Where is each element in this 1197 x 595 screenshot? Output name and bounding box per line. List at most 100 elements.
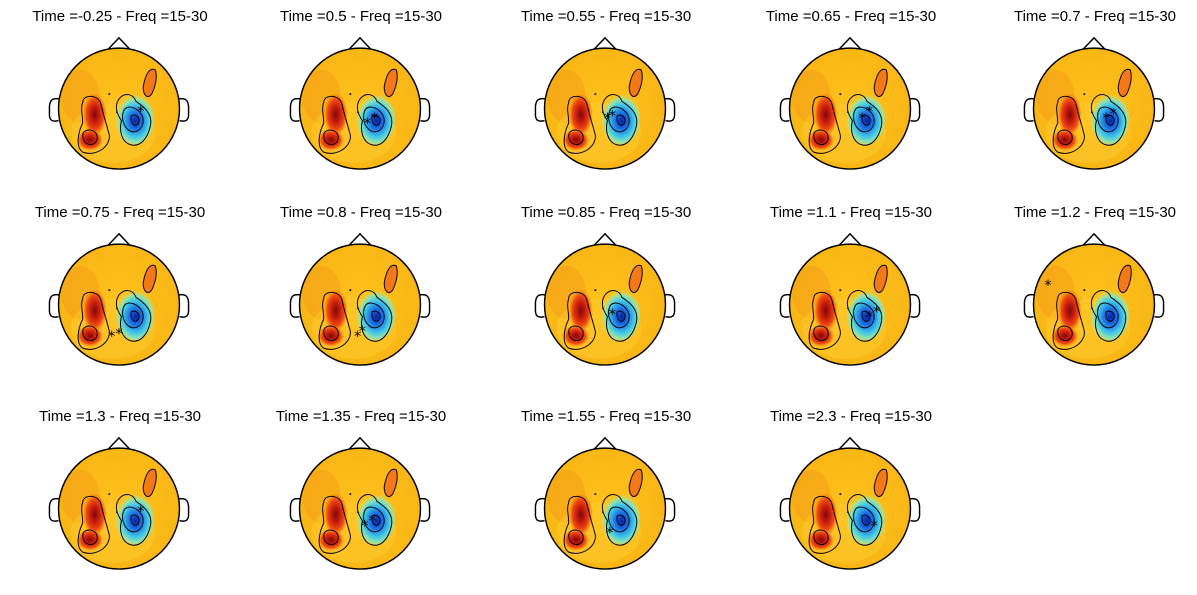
- left-ear: [534, 293, 546, 318]
- electrode-markers: **: [858, 104, 873, 127]
- frontal-spot: [873, 68, 888, 97]
- left-ear: [779, 293, 791, 318]
- red-contour: [808, 495, 841, 554]
- electrode-marker: *: [115, 326, 122, 342]
- panel-title: Time =2.3 - Freq =15-30: [769, 408, 933, 425]
- electrode-markers: **: [108, 326, 123, 344]
- blue-contour-outer: [115, 494, 152, 546]
- electrode-markers: *: [871, 518, 878, 534]
- nose: [838, 36, 862, 50]
- electrode-marker: *: [364, 116, 371, 132]
- electrode-markers: *: [606, 526, 613, 542]
- panel-title: Time =1.2 - Freq =15-30: [1013, 204, 1177, 221]
- head-outline: [543, 243, 667, 366]
- panel-title: Time =0.55 - Freq =15-30: [520, 8, 692, 25]
- electrode-marker: *: [866, 310, 873, 326]
- topoplot-panel: Time =0.65 - Freq =15-30: [731, 0, 971, 195]
- red-contour: [318, 291, 351, 350]
- blue-contour-outer: [356, 94, 393, 146]
- head-map: **: [779, 232, 921, 366]
- left-ear: [534, 497, 546, 522]
- red-contour: [808, 291, 841, 350]
- left-ear: [289, 97, 301, 122]
- blue-contour-outer: [356, 494, 393, 546]
- electrode-marker: *: [1110, 106, 1117, 122]
- left-ear: [289, 293, 301, 318]
- right-ear: [909, 497, 921, 522]
- nose: [107, 232, 131, 246]
- right-ear: [419, 293, 431, 318]
- head-outline: [57, 47, 181, 170]
- head-outline: [1032, 47, 1156, 170]
- head-outline: [788, 47, 912, 170]
- blue-contour-outer: [846, 290, 883, 342]
- right-ear: [419, 497, 431, 522]
- panel-title: Time =1.35 - Freq =15-30: [275, 408, 447, 425]
- electrode-marker: *: [866, 104, 873, 120]
- electrode-marker: *: [871, 518, 878, 534]
- blue-contour-outer: [356, 290, 393, 342]
- head-map: *: [779, 436, 921, 570]
- electrode-markers: *: [1044, 278, 1051, 294]
- head-outline: [543, 447, 667, 570]
- electrode-marker: *: [1102, 111, 1109, 127]
- topoplot-panel: Time =1.55 - Freq =15-30: [486, 400, 726, 595]
- electrode-marker: *: [371, 111, 378, 127]
- topoplot-panel: Time =0.5 - Freq =15-30: [241, 0, 481, 195]
- frontal-spot: [142, 468, 157, 497]
- red-contour: [77, 495, 110, 554]
- electrode-markers: **: [1102, 106, 1117, 127]
- head-outline: [298, 47, 422, 170]
- head-outline: [57, 243, 181, 366]
- electrode-markers: **: [364, 111, 379, 132]
- red-contour: [563, 95, 596, 154]
- head-outline: [788, 243, 912, 366]
- head-map: *: [534, 436, 676, 570]
- head-map: **: [534, 36, 676, 170]
- red-contour: [808, 95, 841, 154]
- right-ear: [178, 97, 190, 122]
- head-map: **: [1023, 36, 1165, 170]
- right-ear: [664, 293, 676, 318]
- left-ear: [534, 97, 546, 122]
- head-map: **: [289, 436, 431, 570]
- panel-title: Time =0.7 - Freq =15-30: [1013, 8, 1177, 25]
- right-ear: [1153, 293, 1165, 318]
- blue-contour-outer: [601, 494, 638, 546]
- nose: [1082, 232, 1106, 246]
- nose: [348, 436, 372, 450]
- panel-title: Time =0.8 - Freq =15-30: [279, 204, 443, 221]
- right-ear: [664, 97, 676, 122]
- electrode-marker: *: [361, 518, 368, 534]
- nose: [593, 232, 617, 246]
- frontal-spot: [383, 68, 398, 97]
- frontal-spot: [628, 468, 643, 497]
- panel-title: Time =0.75 - Freq =15-30: [34, 204, 206, 221]
- left-ear: [48, 293, 60, 318]
- red-contour: [318, 495, 351, 554]
- head-outline: [57, 447, 181, 570]
- electrode-markers: *: [609, 307, 616, 323]
- frontal-spot: [873, 468, 888, 497]
- right-ear: [909, 293, 921, 318]
- topoplot-panel: Time =0.85 - Freq =15-30: [486, 196, 726, 391]
- panel-title: Time =1.3 - Freq =15-30: [38, 408, 202, 425]
- head-map: *: [534, 232, 676, 366]
- topoplot-panel: Time =-0.25 - Freq =15-30: [0, 0, 240, 195]
- right-ear: [178, 497, 190, 522]
- nose: [107, 436, 131, 450]
- electrode-marker: *: [354, 329, 361, 345]
- electrode-markers: **: [361, 514, 376, 535]
- head-outline: [298, 447, 422, 570]
- blue-contour-outer: [601, 94, 638, 146]
- left-ear: [779, 497, 791, 522]
- frontal-spot: [142, 68, 157, 97]
- topoplot-panel: Time =1.1 - Freq =15-30: [731, 196, 971, 391]
- electrode-marker: *: [137, 104, 144, 120]
- blue-contour-outer: [115, 94, 152, 146]
- left-ear: [779, 97, 791, 122]
- blue-contour-outer: [846, 94, 883, 146]
- panel-title: Time =0.65 - Freq =15-30: [765, 8, 937, 25]
- electrode-marker: *: [873, 305, 880, 321]
- head-outline: [298, 243, 422, 366]
